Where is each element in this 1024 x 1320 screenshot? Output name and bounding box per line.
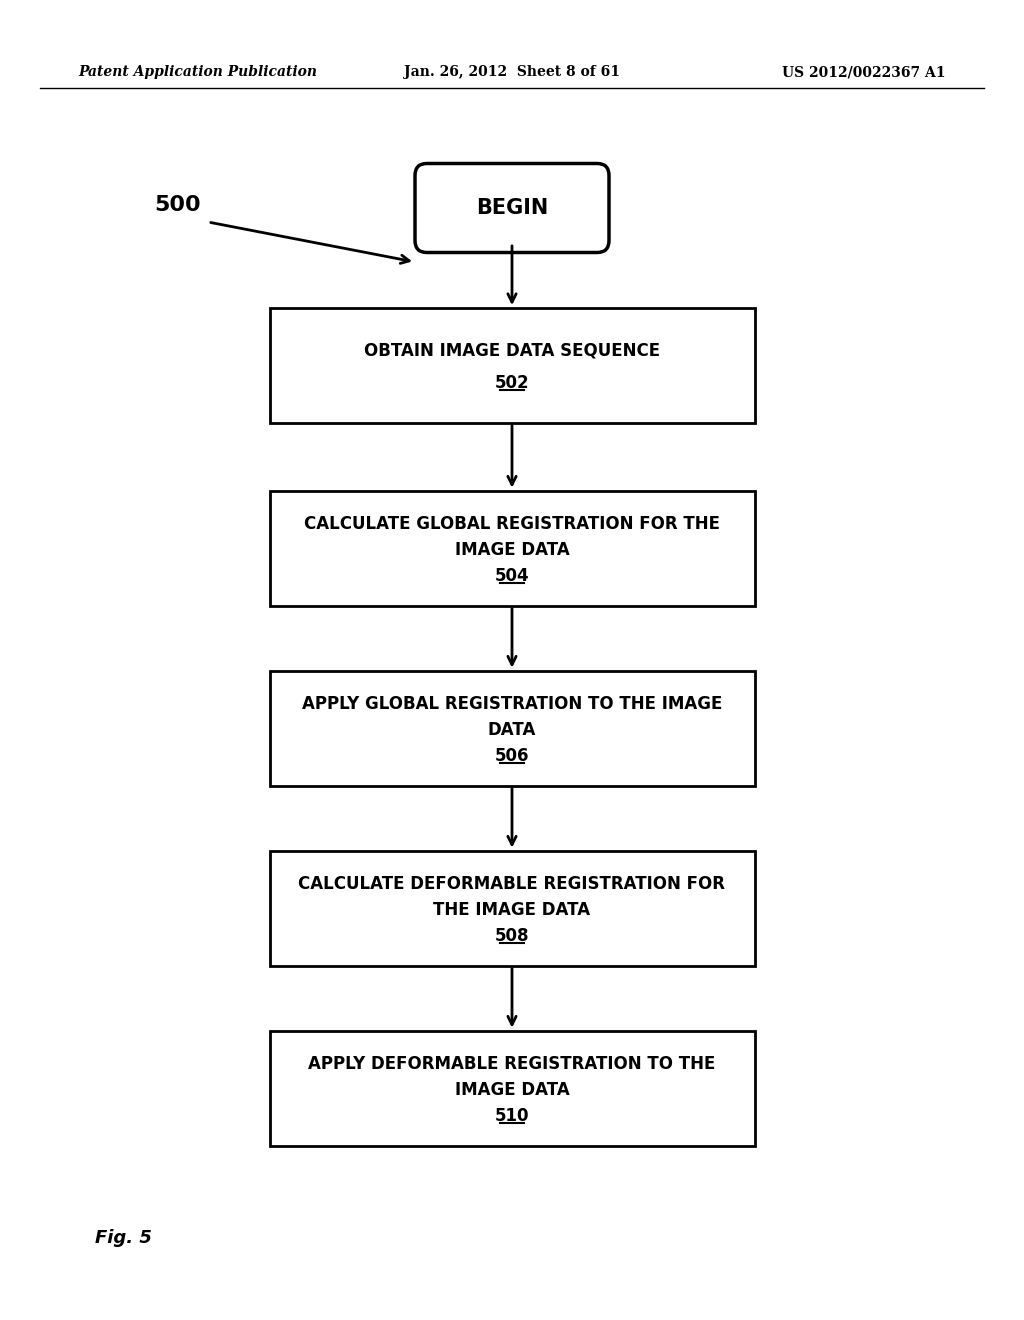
Text: DATA: DATA — [487, 721, 537, 739]
Bar — [270, 1031, 755, 1146]
Bar — [270, 308, 755, 422]
Text: 502: 502 — [495, 374, 529, 392]
Text: CALCULATE GLOBAL REGISTRATION FOR THE: CALCULATE GLOBAL REGISTRATION FOR THE — [304, 515, 720, 533]
Text: THE IMAGE DATA: THE IMAGE DATA — [433, 902, 591, 919]
Text: 500: 500 — [155, 195, 202, 215]
Text: Fig. 5: Fig. 5 — [95, 1229, 152, 1247]
Text: Jan. 26, 2012  Sheet 8 of 61: Jan. 26, 2012 Sheet 8 of 61 — [404, 65, 620, 79]
Text: APPLY DEFORMABLE REGISTRATION TO THE: APPLY DEFORMABLE REGISTRATION TO THE — [308, 1055, 716, 1073]
Text: CALCULATE DEFORMABLE REGISTRATION FOR: CALCULATE DEFORMABLE REGISTRATION FOR — [299, 875, 725, 894]
FancyBboxPatch shape — [415, 164, 609, 252]
Bar — [270, 491, 755, 606]
Text: APPLY GLOBAL REGISTRATION TO THE IMAGE: APPLY GLOBAL REGISTRATION TO THE IMAGE — [302, 696, 722, 713]
Text: Patent Application Publication: Patent Application Publication — [78, 65, 317, 79]
Text: 510: 510 — [495, 1107, 529, 1125]
Text: US 2012/0022367 A1: US 2012/0022367 A1 — [782, 65, 946, 79]
Text: 508: 508 — [495, 927, 529, 945]
Bar — [270, 671, 755, 785]
Bar — [270, 850, 755, 965]
Text: IMAGE DATA: IMAGE DATA — [455, 1081, 569, 1100]
Text: 506: 506 — [495, 747, 529, 766]
Text: OBTAIN IMAGE DATA SEQUENCE: OBTAIN IMAGE DATA SEQUENCE — [364, 342, 660, 360]
Text: 504: 504 — [495, 568, 529, 585]
Text: BEGIN: BEGIN — [476, 198, 548, 218]
Text: IMAGE DATA: IMAGE DATA — [455, 541, 569, 558]
